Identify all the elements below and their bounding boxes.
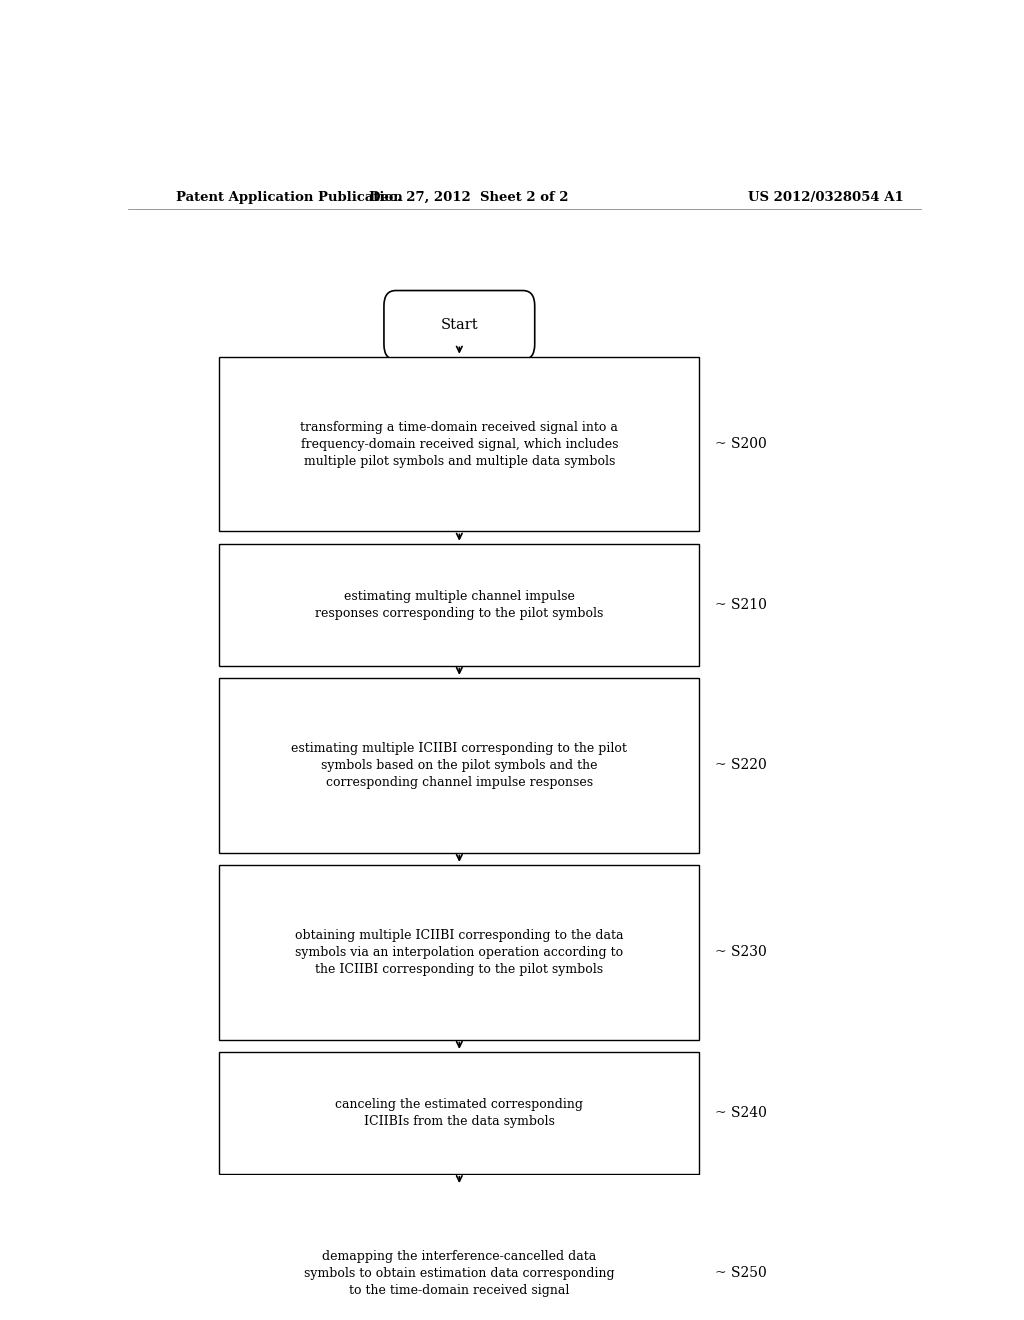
FancyBboxPatch shape bbox=[219, 1185, 699, 1320]
Text: estimating multiple channel impulse
responses corresponding to the pilot symbols: estimating multiple channel impulse resp… bbox=[315, 590, 603, 619]
Text: ~ S220: ~ S220 bbox=[715, 758, 767, 772]
Text: Start: Start bbox=[440, 318, 478, 333]
FancyBboxPatch shape bbox=[219, 677, 699, 853]
Text: ~ S200: ~ S200 bbox=[715, 437, 767, 451]
FancyBboxPatch shape bbox=[219, 865, 699, 1040]
FancyBboxPatch shape bbox=[219, 544, 699, 665]
Text: demapping the interference-cancelled data
symbols to obtain estimation data corr: demapping the interference-cancelled dat… bbox=[304, 1250, 614, 1296]
Text: transforming a time-domain received signal into a
frequency-domain received sign: transforming a time-domain received sign… bbox=[300, 421, 618, 467]
Text: ~ S210: ~ S210 bbox=[715, 598, 767, 611]
Text: ~ S240: ~ S240 bbox=[715, 1106, 767, 1119]
Text: ~ S230: ~ S230 bbox=[715, 945, 767, 960]
FancyBboxPatch shape bbox=[219, 1052, 699, 1173]
Text: Dec. 27, 2012  Sheet 2 of 2: Dec. 27, 2012 Sheet 2 of 2 bbox=[370, 190, 569, 203]
Text: estimating multiple ICIIBI corresponding to the pilot
symbols based on the pilot: estimating multiple ICIIBI corresponding… bbox=[292, 742, 628, 788]
Text: obtaining multiple ICIIBI corresponding to the data
symbols via an interpolation: obtaining multiple ICIIBI corresponding … bbox=[295, 929, 624, 975]
Text: Patent Application Publication: Patent Application Publication bbox=[176, 190, 402, 203]
FancyBboxPatch shape bbox=[384, 290, 535, 359]
Text: ~ S250: ~ S250 bbox=[715, 1266, 767, 1280]
FancyBboxPatch shape bbox=[219, 356, 699, 532]
Text: US 2012/0328054 A1: US 2012/0328054 A1 bbox=[749, 190, 904, 203]
Text: canceling the estimated corresponding
ICIIBIs from the data symbols: canceling the estimated corresponding IC… bbox=[335, 1098, 584, 1127]
